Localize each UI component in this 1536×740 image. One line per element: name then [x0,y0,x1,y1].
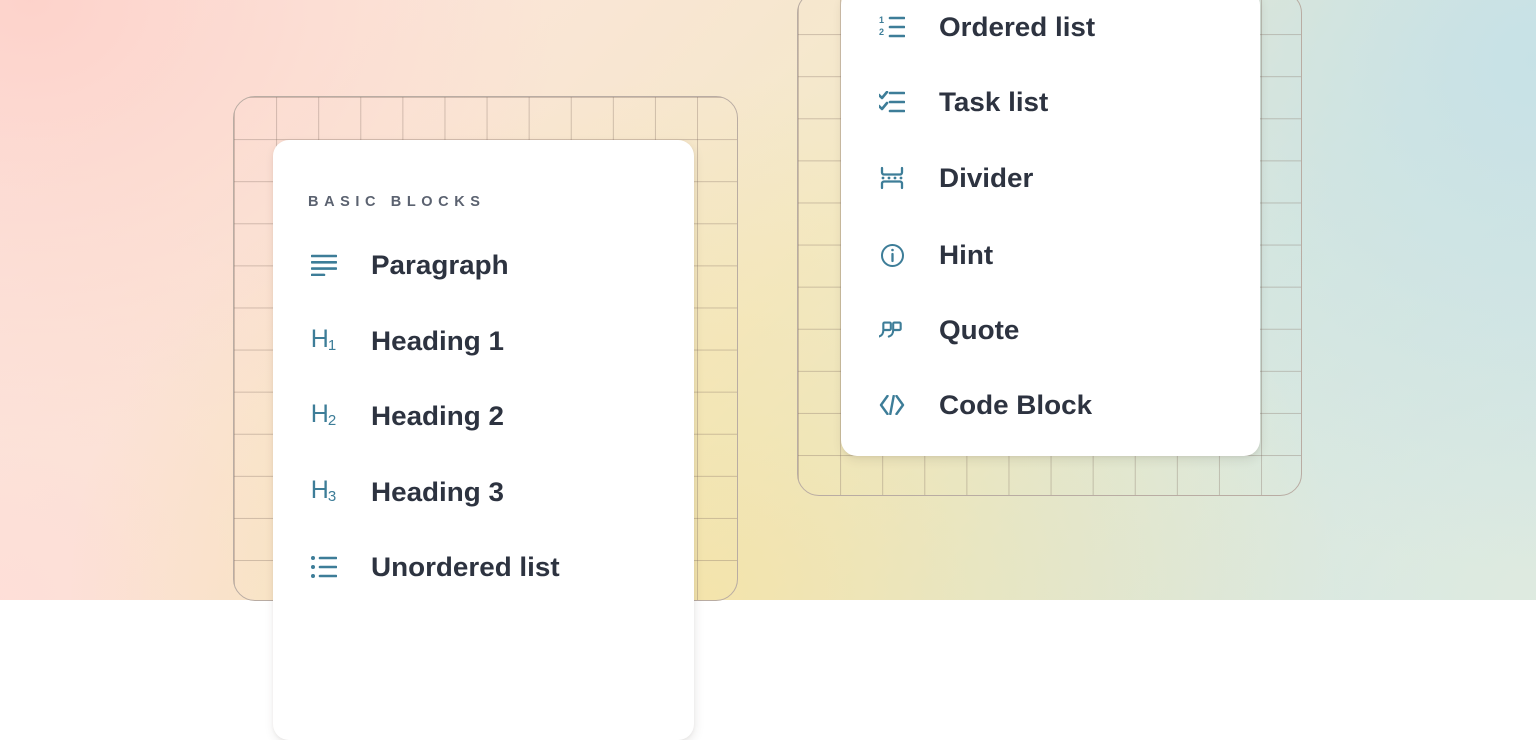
svg-text:2: 2 [879,27,884,37]
svg-text:1: 1 [879,16,884,25]
